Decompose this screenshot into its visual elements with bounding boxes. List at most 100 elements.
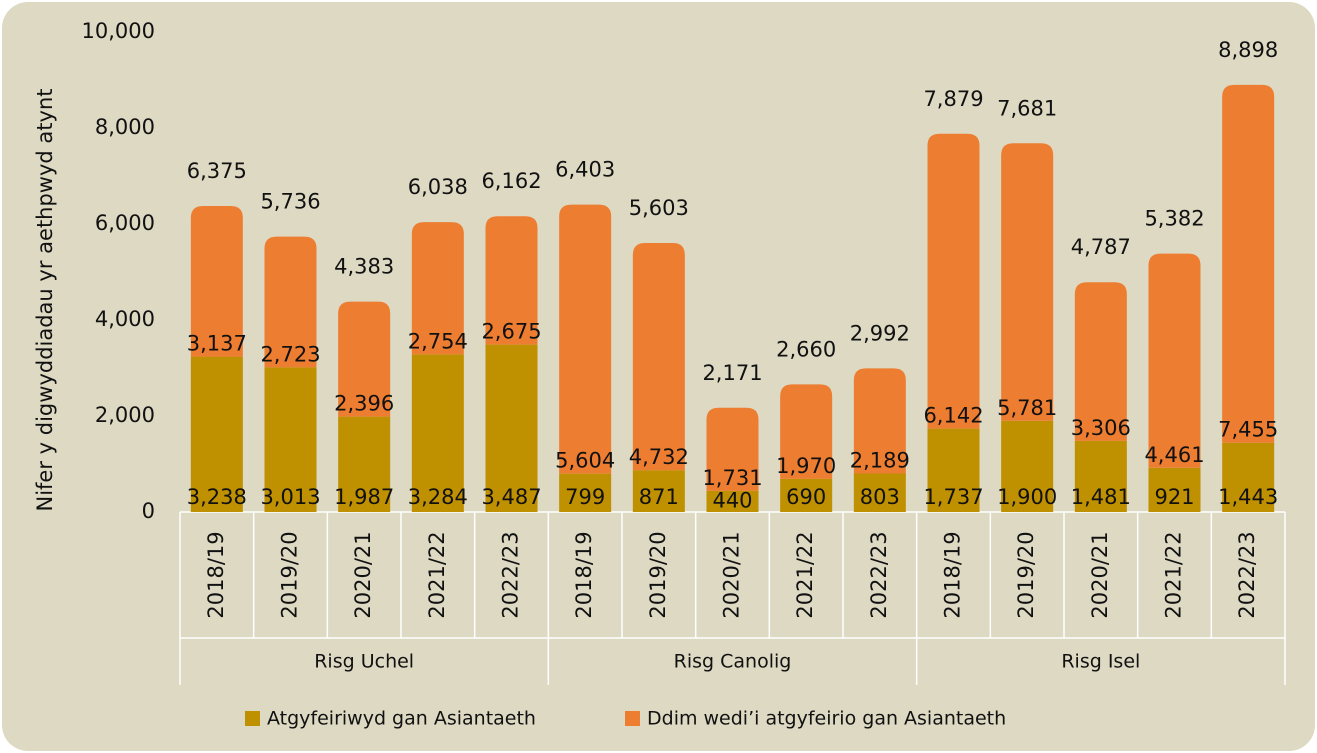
bar-segment [264,236,317,368]
data-label: 1,731 [702,466,762,490]
data-label: 4,732 [629,445,689,469]
bar-segment [1001,420,1054,512]
x-tick-label: 2021/22 [425,531,449,618]
total-label: 2,660 [776,337,836,361]
bar-segment [632,470,685,512]
data-label: 799 [565,485,605,509]
bar-segment [927,428,980,512]
data-label: 5,604 [555,449,615,473]
bar-segment [264,367,317,512]
group-label: Risg Isel [1061,651,1140,673]
x-tick-label: 2021/22 [793,531,817,618]
bar-segment [1148,253,1201,468]
data-label: 3,238 [187,485,247,509]
x-tick-label: 2022/23 [499,531,523,618]
bar-segment [559,473,612,512]
x-tick-label: 2022/23 [1235,531,1259,618]
legend-label: Atgyfeiriwyd gan Asiantaeth [267,708,536,730]
y-tick-label: 4,000 [95,307,155,331]
data-label: 690 [786,485,826,509]
data-label: 2,723 [260,342,320,366]
y-tick-label: 0 [142,499,155,523]
bar-segment [338,301,391,417]
x-tick-label: 2018/19 [204,531,228,618]
bar-segment [338,416,391,512]
total-label: 8,898 [1218,38,1278,62]
bar-segment [190,356,243,512]
x-tick-label: 2020/21 [351,531,375,618]
bar-segment [853,368,906,474]
bar-segment [1001,143,1054,421]
data-label: 7,455 [1218,418,1278,442]
legend-label: Ddim wedi’i atgyfeirio gan Asiantaeth [647,708,1006,730]
x-tick-label: 2021/22 [1162,531,1186,618]
x-tick-label: 2019/20 [646,531,670,618]
bar-segment [632,243,685,471]
data-label: 2,754 [408,329,468,353]
data-label: 921 [1154,485,1194,509]
data-label: 803 [860,485,900,509]
bar-segment [485,216,538,345]
data-label: 1,970 [776,454,836,478]
data-label: 1,900 [997,485,1057,509]
legend-swatch [245,711,260,726]
total-label: 6,162 [481,169,541,193]
data-label: 440 [712,488,752,512]
group-label: Risg Canolig [674,651,792,673]
data-label: 3,487 [481,485,541,509]
total-label: 6,403 [555,158,615,182]
y-tick-label: 2,000 [95,403,155,427]
total-label: 5,382 [1144,207,1204,231]
data-label: 5,781 [997,396,1057,420]
bar-segment [411,354,464,512]
total-label: 2,171 [702,361,762,385]
bar-segment [485,344,538,512]
bar-segment [1074,282,1127,441]
x-tick-label: 2018/19 [941,531,965,618]
bar-segment [190,206,243,357]
x-tick-label: 2020/21 [720,531,744,618]
bar-segment [1074,440,1127,512]
y-axis-label: Nifer y digwyddiadau yr aethpwyd atynt [33,89,57,512]
bar-segment [706,490,759,512]
data-label: 1,737 [923,485,983,509]
bar-segment [927,133,980,429]
data-label: 3,284 [408,485,468,509]
legend-swatch [625,711,640,726]
x-tick-label: 2018/19 [572,531,596,618]
data-label: 3,013 [260,485,320,509]
data-label: 2,675 [481,320,541,344]
bar-segment [853,473,906,512]
x-tick-label: 2020/21 [1088,531,1112,618]
data-label: 2,189 [850,448,910,472]
bar-segment [1148,467,1201,512]
bar-segment [780,478,833,512]
y-tick-label: 8,000 [95,115,155,139]
bar-segment [559,204,612,474]
bar-segment [706,407,759,491]
total-label: 5,736 [260,190,320,214]
total-label: 2,992 [850,321,910,345]
data-label: 1,987 [334,485,394,509]
bar-segment [1222,442,1275,512]
data-label: 2,396 [334,392,394,416]
data-label: 3,306 [1071,416,1131,440]
data-label: 1,443 [1218,485,1278,509]
x-tick-label: 2019/20 [1014,531,1038,618]
bar-segment [411,222,464,355]
total-label: 7,681 [997,96,1057,120]
y-tick-label: 6,000 [95,211,155,235]
bar-segment [780,384,833,479]
x-tick-label: 2022/23 [867,531,891,618]
y-tick-label: 10,000 [82,19,155,43]
data-label: 4,461 [1144,443,1204,467]
total-label: 5,603 [629,196,689,220]
total-label: 6,038 [408,175,468,199]
bar-segment [1222,84,1275,443]
x-tick-label: 2019/20 [278,531,302,618]
total-label: 4,787 [1071,235,1131,259]
data-label: 3,137 [187,332,247,356]
data-label: 6,142 [923,404,983,428]
group-label: Risg Uchel [314,651,414,673]
total-label: 7,879 [923,87,983,111]
